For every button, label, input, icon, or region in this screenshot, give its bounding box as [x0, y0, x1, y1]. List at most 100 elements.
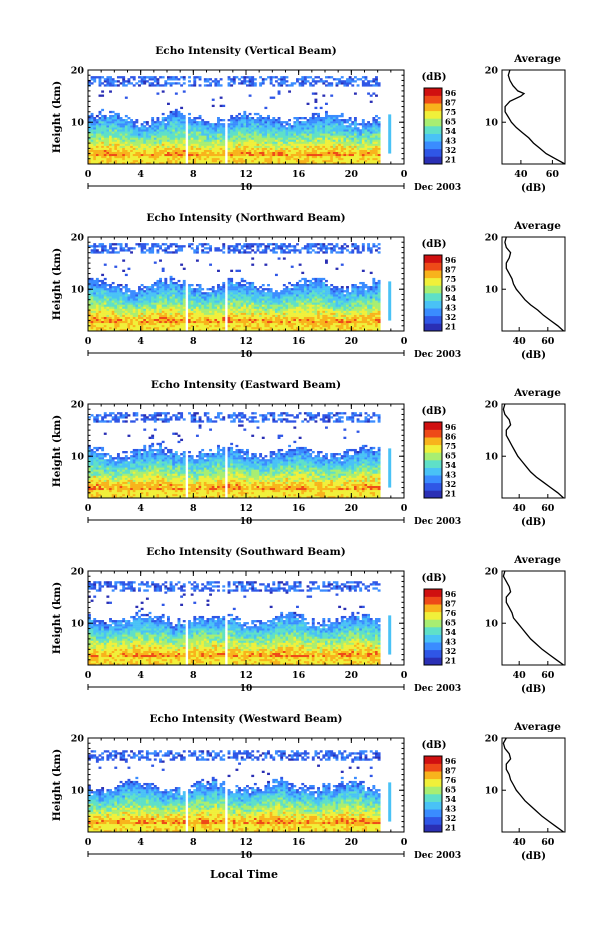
x-axis-label: Local Time — [210, 868, 278, 881]
colorbar-tick-label: 32 — [445, 145, 456, 155]
heatmap-edge-stripe — [388, 448, 392, 488]
colorbar-label: (dB) — [422, 72, 447, 83]
profile-frame — [501, 403, 566, 499]
heatmap — [88, 750, 392, 833]
profile-line — [504, 236, 565, 332]
profile-x-tick-label: 60 — [541, 503, 555, 514]
colorbar-tick-label: 87 — [445, 598, 456, 608]
colorbar-tick-label: 65 — [445, 617, 456, 627]
colorbar-segment — [424, 589, 442, 597]
heatmap-edge-stripe — [388, 615, 392, 655]
colorbar-segment — [424, 300, 442, 309]
x-tick-label: 8 — [190, 169, 197, 180]
x-tick-label: 8 — [190, 503, 197, 514]
profile-x-tick-label: 40 — [513, 670, 527, 681]
profile-x-tick-label: 60 — [541, 837, 555, 848]
profile-x-tick-label: 40 — [513, 503, 527, 514]
colorbar-tick-label: 43 — [445, 636, 457, 646]
y-axis-label: Height (km) — [51, 749, 63, 821]
profile-x-label: (dB) — [521, 851, 546, 862]
x-tick-label: 12 — [239, 837, 252, 848]
profile-frame — [501, 737, 566, 833]
x-tick-label: 4 — [137, 336, 144, 347]
colorbar-segment — [424, 611, 442, 620]
colorbar-segment — [424, 103, 442, 112]
profile-y-tick-label: 10 — [485, 786, 499, 797]
colorbar-segment — [424, 809, 442, 818]
colorbar-tick-label: 75 — [445, 274, 456, 284]
panel-title: Echo Intensity (Northward Beam) — [146, 212, 345, 224]
profile-title: Average — [513, 53, 561, 65]
heatmap-edge-stripe — [388, 782, 392, 822]
x-tick-label: 4 — [137, 837, 144, 848]
profile-y-tick-label: 20 — [485, 66, 499, 77]
profile-frame — [501, 69, 566, 165]
colorbar-segment — [424, 293, 442, 301]
date-label: Dec 2003 — [414, 684, 461, 694]
colorbar-segment — [424, 596, 442, 605]
colorbar-tick-label: 21 — [445, 154, 456, 164]
y-tick-label: 20 — [71, 734, 85, 745]
colorbar-segment — [424, 429, 442, 438]
colorbar-tick-label: 96 — [445, 756, 457, 766]
heatmap — [88, 412, 392, 499]
x-tick-label: 0 — [401, 336, 408, 347]
heatmap-edge-stripe — [388, 114, 392, 154]
colorbar-segment — [424, 308, 442, 317]
colorbar-tick-label: 87 — [445, 264, 456, 274]
colorbar-tick-label: 21 — [445, 655, 456, 665]
panel-title: Echo Intensity (Westward Beam) — [149, 713, 342, 725]
profile-title: Average — [513, 721, 561, 733]
x-tick-label: 0 — [85, 336, 92, 347]
colorbar-segment — [424, 634, 442, 643]
colorbar-segment — [424, 88, 442, 96]
x-tick-label: 8 — [190, 336, 197, 347]
colorbar-segment — [424, 475, 442, 484]
panel-title: Echo Intensity (Eastward Beam) — [151, 379, 341, 391]
y-tick-label: 10 — [71, 118, 85, 129]
colorbar-label: (dB) — [422, 406, 447, 417]
profile-x-tick-label: 40 — [513, 837, 527, 848]
profile-x-tick-label: 40 — [514, 169, 528, 180]
colorbar-label: (dB) — [422, 573, 447, 584]
x-tick-label: 0 — [401, 503, 408, 514]
colorbar-segment — [424, 277, 442, 286]
profile-y-tick-label: 10 — [485, 452, 499, 463]
colorbar-segment — [424, 148, 442, 157]
colorbar-segment — [424, 657, 442, 666]
colorbar-segment — [424, 270, 442, 279]
x-tick-label: 16 — [292, 837, 306, 848]
colorbar-tick-label: 65 — [445, 283, 456, 293]
profile-y-tick-label: 10 — [485, 619, 499, 630]
colorbar-tick-label: 54 — [445, 460, 457, 470]
colorbar-segment — [424, 763, 442, 772]
colorbar-tick-label: 65 — [445, 784, 456, 794]
colorbar-tick-label: 96 — [445, 422, 457, 432]
colorbar-segment — [424, 786, 442, 795]
x-tick-label: 4 — [137, 670, 144, 681]
colorbar-tick-label: 54 — [445, 627, 457, 637]
colorbar-tick-label: 54 — [445, 126, 457, 136]
colorbar-segment — [424, 778, 442, 787]
colorbar-segment — [424, 156, 442, 165]
y-axis-label: Height (km) — [51, 582, 63, 654]
colorbar-segment — [424, 126, 442, 134]
colorbar-tick-label: 96 — [445, 589, 457, 599]
colorbar-segment — [424, 771, 442, 780]
profile-frame — [501, 570, 566, 666]
y-tick-label: 10 — [71, 452, 85, 463]
x-tick-label: 12 — [239, 336, 252, 347]
colorbar-segment — [424, 452, 442, 461]
colorbar-segment — [424, 110, 442, 119]
x-tick-label: 20 — [345, 169, 359, 180]
date-label: Dec 2003 — [414, 517, 461, 527]
heatmap-edge-stripe — [388, 281, 392, 321]
colorbar-segment — [424, 255, 442, 263]
colorbar-segment — [424, 95, 442, 104]
profile-y-tick-label: 20 — [485, 567, 499, 578]
profile-x-label: (dB) — [521, 684, 546, 695]
profile-x-tick-label: 60 — [541, 336, 555, 347]
colorbar-segment — [424, 642, 442, 651]
y-tick-label: 10 — [71, 285, 85, 296]
